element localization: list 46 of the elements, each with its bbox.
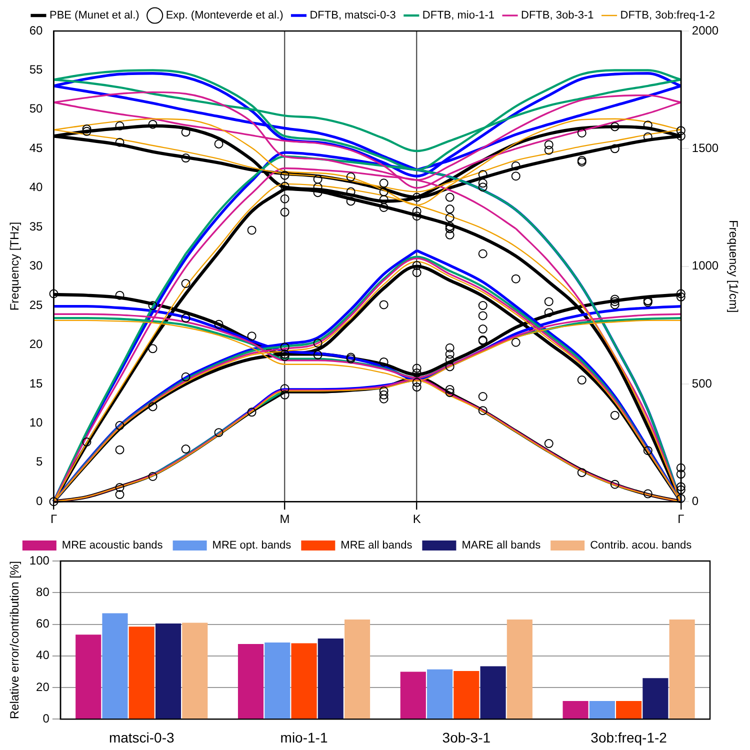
y-axis-title: Frequency [THz] xyxy=(8,222,22,311)
x-tick-label: M xyxy=(280,512,290,526)
y-tick-label: 5 xyxy=(36,454,44,469)
legend-label: MRE opt. bands xyxy=(212,540,292,552)
x-tick-label: 3ob:freq-1-2 xyxy=(590,729,668,746)
y-tick-label: 10 xyxy=(29,415,44,430)
y-tick-label: 60 xyxy=(29,23,44,38)
y-tick-label: 30 xyxy=(29,258,44,273)
y-tick-label: 20 xyxy=(36,680,50,694)
legend-label: DFTB, mio-1-1 xyxy=(422,10,495,22)
y2-tick-label: 1000 xyxy=(692,258,719,273)
legend-label: MARE all bands xyxy=(462,540,542,552)
y-tick-label: 40 xyxy=(29,180,44,194)
y-tick-label: 25 xyxy=(29,298,44,312)
y2-tick-label: 2000 xyxy=(692,23,719,38)
y2-tick-label: 0 xyxy=(692,494,699,508)
legend-label: DFTB, 3ob-3-1 xyxy=(521,10,594,22)
y-tick-label: 0 xyxy=(36,494,44,508)
legend-label: Contrib. acou. bands xyxy=(590,540,692,552)
legend-label: MRE all bands xyxy=(340,540,413,552)
y2-axis-title: Frequency [1/cm] xyxy=(726,220,740,313)
y-tick-label: 60 xyxy=(36,616,50,631)
y-tick-label: 0 xyxy=(42,712,50,726)
x-tick-label: Γ xyxy=(678,512,685,526)
y-tick-label: 20 xyxy=(29,337,44,352)
x-tick-label: Γ xyxy=(50,512,58,526)
legend-label: PBE (Munet et al.) xyxy=(49,10,140,22)
y-tick-label: 100 xyxy=(29,553,50,568)
y2-tick-label: 500 xyxy=(692,376,712,390)
legend-label: MRE acoustic bands xyxy=(62,540,164,552)
y-tick-label: 45 xyxy=(29,140,44,155)
y-tick-label: 80 xyxy=(36,584,50,599)
y-tick-label: 35 xyxy=(29,219,44,234)
y-tick-label: 50 xyxy=(29,102,44,116)
y-tick-label: 15 xyxy=(29,376,44,390)
x-tick-label: matsci-0-3 xyxy=(108,729,174,746)
y2-tick-label: 1500 xyxy=(692,140,719,155)
legend-label: DFTB, 3ob:freq-1-2 xyxy=(620,10,716,22)
legend-label: Exp. (Monteverde et al.) xyxy=(166,10,284,22)
y-axis-title: Relative error/contribution [%] xyxy=(8,561,22,720)
x-tick-label: K xyxy=(412,512,421,526)
x-tick-label: mio-1-1 xyxy=(280,729,328,746)
legend-label: DFTB, matsci-0-3 xyxy=(310,10,396,22)
x-tick-label: 3ob-3-1 xyxy=(442,729,491,746)
y-tick-label: 55 xyxy=(29,62,44,77)
y-tick-label: 40 xyxy=(36,648,50,662)
